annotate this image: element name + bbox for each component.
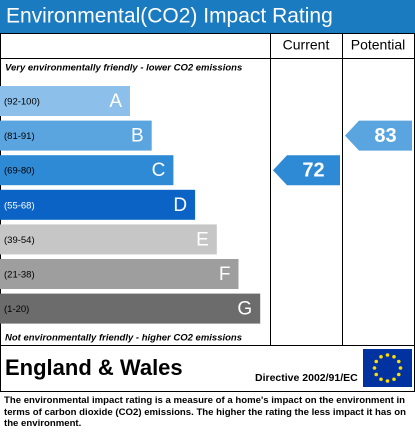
flag-star — [398, 366, 403, 370]
flag-star — [396, 372, 401, 377]
eu-flag — [363, 349, 412, 387]
band-range: (1-20) — [4, 304, 29, 315]
flag-star — [396, 359, 401, 364]
band-range: (69-80) — [4, 166, 35, 177]
column-header: Current — [283, 37, 330, 53]
bottom-note: Not environmentally friendly - higher CO… — [5, 333, 242, 344]
band-range: (21-38) — [4, 270, 35, 281]
flag-star — [392, 354, 396, 359]
band-bar — [0, 155, 174, 186]
band-letter: G — [237, 299, 252, 320]
chart: Environmental(CO2) Impact Rating Current… — [0, 0, 415, 392]
rating-arrow — [345, 120, 412, 151]
flag-star — [374, 372, 379, 377]
band-letter: F — [219, 264, 231, 285]
rating-arrow — [273, 155, 340, 186]
rating-value: 83 — [374, 125, 396, 147]
band-letter: C — [152, 160, 166, 181]
flag-star — [379, 377, 383, 382]
band-bar — [0, 120, 152, 151]
band-range: (39-54) — [4, 235, 35, 246]
flag-star — [392, 377, 396, 382]
column-header: Potential — [351, 37, 405, 53]
band-range: (81-91) — [4, 131, 35, 142]
band-bar — [0, 259, 239, 289]
chart-title: Environmental(CO2) Impact Rating — [6, 5, 333, 28]
band-range: (55-68) — [4, 200, 35, 211]
band-bar — [0, 224, 217, 255]
band-bar — [0, 189, 196, 220]
band-letter: B — [131, 126, 144, 147]
flag-star — [374, 359, 379, 364]
flag-star — [372, 366, 377, 370]
band-range: (92-100) — [4, 97, 40, 108]
top-note: Very environmentally friendly - lower CO… — [5, 63, 242, 74]
flag-star — [385, 353, 390, 357]
title-bar — [0, 0, 415, 33]
band-letter: E — [196, 229, 209, 250]
band-letter: A — [109, 91, 122, 112]
description: The environmental impact rating is a mea… — [4, 395, 406, 429]
rating-value: 72 — [302, 159, 324, 181]
band-letter: D — [173, 195, 187, 216]
flag-star — [385, 379, 390, 383]
band-bar — [0, 86, 130, 116]
flag-star — [379, 354, 383, 359]
band-bar — [0, 293, 261, 324]
region: England & Wales — [5, 355, 183, 380]
directive: Directive 2002/91/EC — [255, 372, 358, 384]
